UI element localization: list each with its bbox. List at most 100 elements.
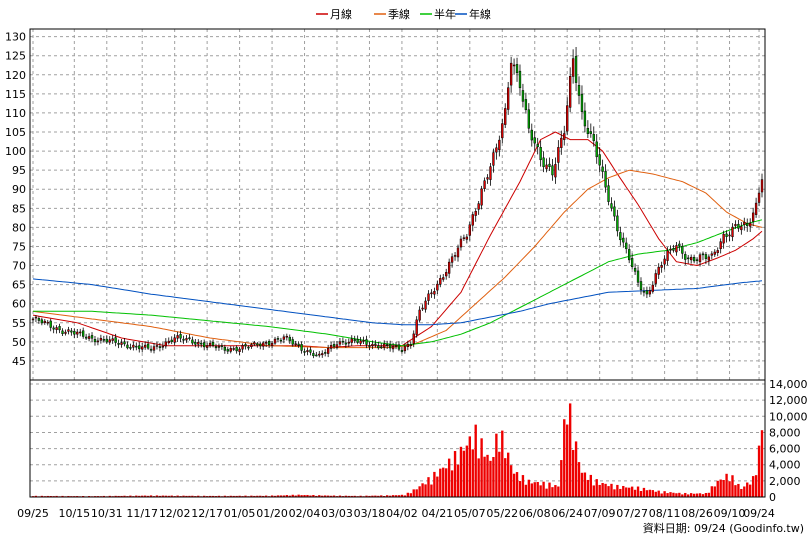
volume-bar-75 — [253, 495, 256, 497]
candle-120 — [386, 340, 389, 349]
volume-bar-135 — [430, 484, 433, 497]
volume-bar-185 — [577, 462, 581, 497]
volume-bar-98 — [321, 495, 324, 497]
candle-242 — [746, 218, 749, 232]
candle-body-6 — [49, 320, 52, 328]
candle-body-236 — [728, 234, 731, 237]
candle-84 — [279, 337, 283, 344]
legend-label-3: 年線 — [469, 7, 491, 21]
candle-195 — [607, 178, 610, 206]
volume-bar-35 — [135, 495, 138, 497]
volume-bar-99 — [324, 495, 327, 497]
candle-230 — [710, 251, 713, 260]
x-tick-label-2: 10/31 — [91, 507, 123, 520]
candle-body-101 — [329, 345, 333, 349]
candle-150 — [474, 208, 477, 222]
volume-bar-172 — [539, 485, 542, 497]
candle-body-89 — [294, 343, 297, 345]
volume-bar-171 — [536, 482, 539, 497]
candle-body-124 — [397, 344, 401, 350]
candle-126 — [403, 343, 407, 354]
volume-bar-246 — [757, 445, 761, 497]
candle-body-51 — [182, 338, 185, 341]
volume-bar-128 — [409, 493, 412, 497]
candle-body-106 — [344, 342, 348, 345]
candle-117 — [377, 341, 380, 350]
volume-bar-143 — [453, 451, 457, 497]
candle-body-157 — [495, 147, 498, 153]
candle-body-46 — [167, 340, 170, 344]
candle-153 — [483, 177, 486, 192]
volume-bar-226 — [698, 493, 702, 497]
candle-130 — [415, 316, 418, 338]
volume-bar-92 — [303, 495, 306, 497]
candle-212 — [657, 263, 660, 279]
candle-body-220 — [681, 246, 684, 254]
candle-body-208 — [645, 290, 649, 295]
volume-bar-107 — [347, 495, 350, 497]
candle-body-234 — [722, 233, 725, 244]
candle-body-190 — [592, 134, 595, 141]
candle-body-127 — [406, 343, 409, 347]
x-tick-label-7: 01/20 — [256, 507, 288, 520]
candle-61 — [211, 339, 215, 348]
candle-31 — [123, 337, 126, 347]
candle-200 — [622, 232, 625, 248]
candle-127 — [406, 340, 409, 351]
candle-148 — [468, 221, 471, 241]
candle-159 — [501, 118, 504, 144]
candle-body-94 — [309, 349, 312, 353]
volume-bar-193 — [601, 482, 604, 497]
candle-139 — [442, 274, 445, 282]
candle-body-116 — [374, 343, 377, 346]
candle-45 — [164, 338, 167, 349]
candle-body-64 — [220, 345, 224, 347]
volume-bar-90 — [297, 494, 300, 497]
candle-body-172 — [539, 146, 542, 161]
volume-bar-167 — [524, 484, 528, 497]
volume-bar-237 — [731, 475, 734, 497]
volume-tick-label-5: 10,000 — [769, 410, 808, 423]
volume-bar-100 — [326, 495, 330, 497]
x-tick-label-6: 01/05 — [224, 507, 256, 520]
candle-body-70 — [238, 348, 241, 352]
candle-10 — [61, 328, 64, 337]
candle-body-170 — [533, 137, 536, 144]
candle-body-4 — [43, 320, 46, 323]
legend-label-0: 月線 — [330, 7, 352, 21]
volume-bar-42 — [155, 495, 159, 497]
candle-body-151 — [477, 203, 480, 210]
x-tick-label-3: 11/17 — [126, 507, 158, 520]
candle-body-109 — [353, 339, 356, 341]
volume-bar-212 — [657, 490, 660, 497]
candle-body-107 — [347, 342, 350, 344]
candle-body-57 — [200, 342, 203, 345]
volume-bar-173 — [542, 481, 545, 497]
candle-173 — [542, 151, 545, 173]
candle-body-97 — [318, 353, 321, 356]
candle-body-176 — [551, 165, 554, 176]
candle-body-134 — [427, 293, 430, 301]
candle-body-33 — [129, 347, 132, 349]
candle-body-201 — [625, 242, 628, 250]
candle-body-55 — [194, 341, 197, 345]
volume-bar-162 — [509, 465, 513, 497]
x-tick-label-16: 06/24 — [551, 507, 583, 520]
volume-tick-label-6: 12,000 — [769, 394, 808, 407]
candle-body-185 — [577, 84, 581, 96]
volume-bar-170 — [533, 482, 536, 497]
candle-body-44 — [161, 345, 165, 348]
volume-tick-label-2: 4,000 — [769, 459, 801, 472]
candle-body-199 — [619, 232, 622, 241]
candle-body-20 — [90, 335, 94, 339]
volume-bar-244 — [751, 476, 755, 497]
volume-bar-40 — [149, 495, 153, 497]
candle-100 — [326, 344, 330, 358]
volume-bar-101 — [329, 495, 333, 497]
candle-body-104 — [338, 341, 342, 345]
candle-144 — [456, 244, 460, 262]
candle-42 — [155, 341, 159, 350]
candle-101 — [329, 341, 333, 352]
candle-body-39 — [146, 343, 150, 349]
volume-bar-184 — [574, 441, 578, 497]
